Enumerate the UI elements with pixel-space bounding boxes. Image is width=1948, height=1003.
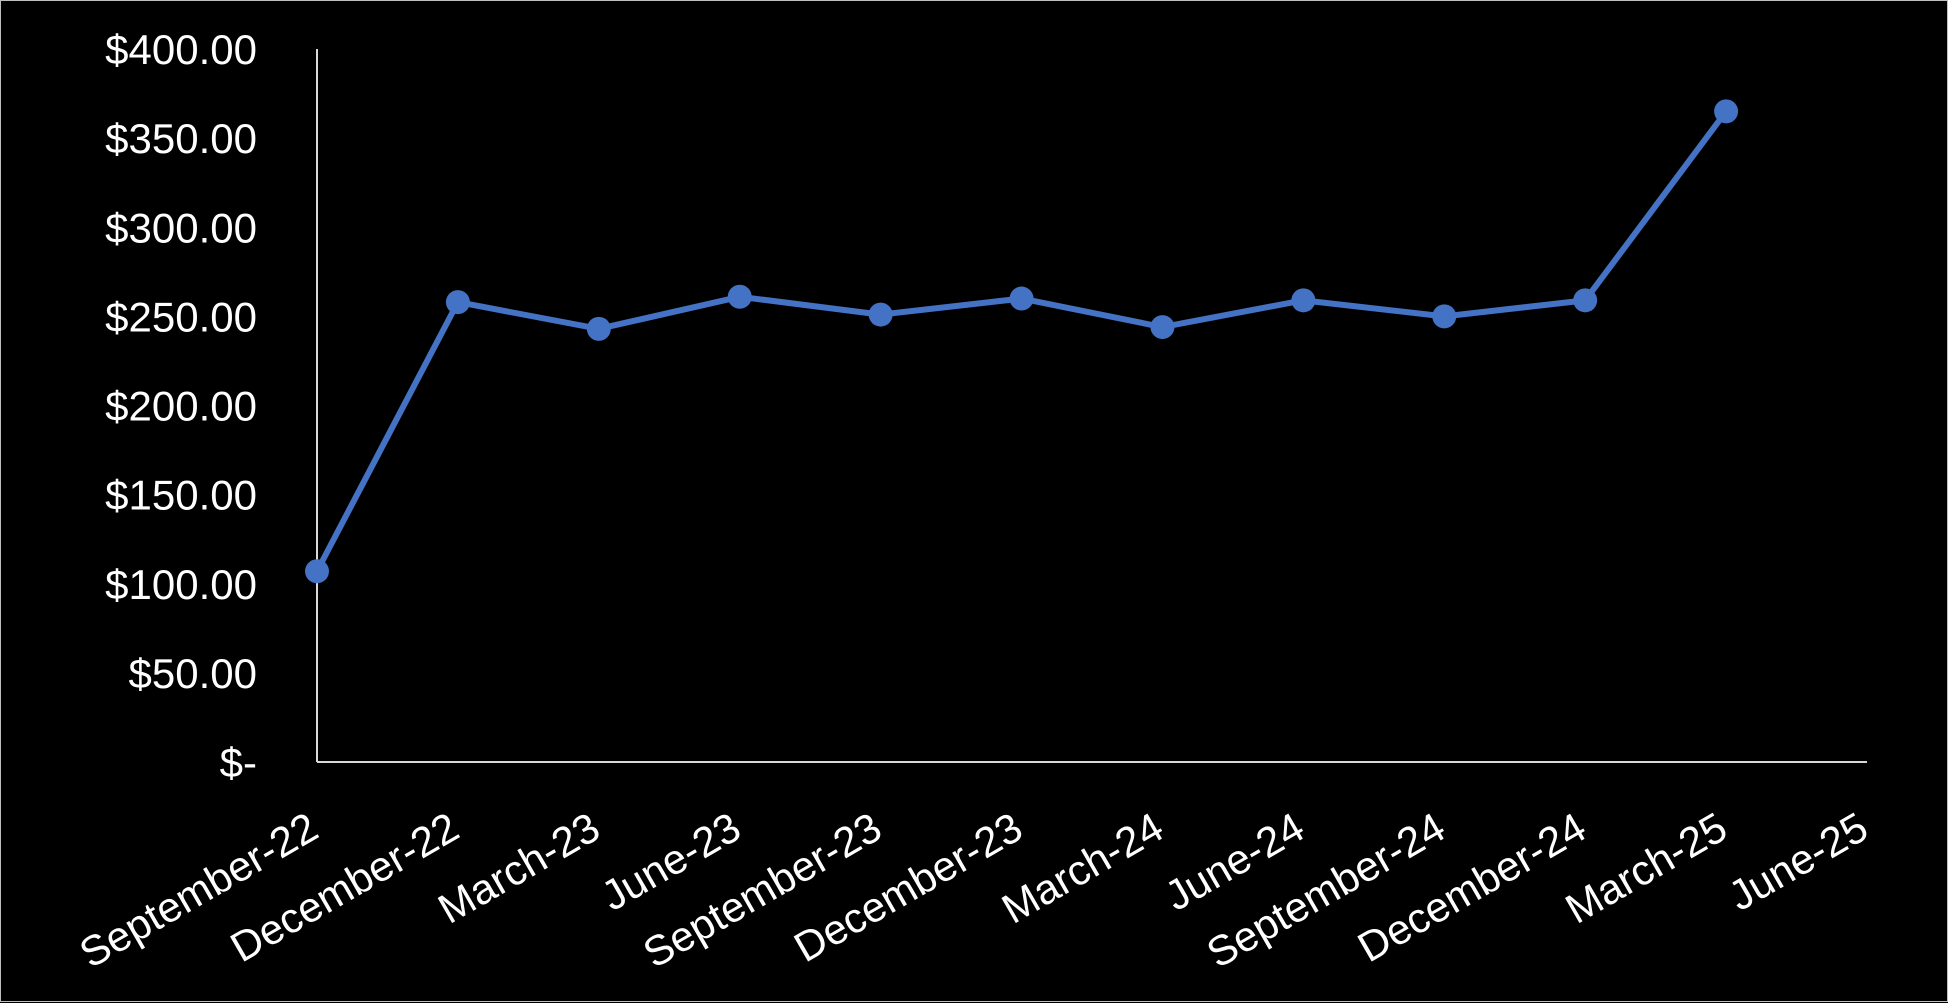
series-line: [314, 109, 1729, 573]
x-tick-label: September-23: [635, 803, 889, 977]
x-tick-label: March-24: [994, 803, 1171, 932]
y-tick-label: $400.00: [105, 26, 257, 73]
y-tick-label: $200.00: [105, 383, 257, 430]
y-tick-label: $350.00: [105, 115, 257, 162]
y-tick-label: $-: [220, 739, 257, 786]
y-axis-ticks: $- $50.00 $100.00 $150.00 $200.00 $250.00 $300…: [105, 26, 257, 786]
data-point: [1714, 99, 1739, 124]
x-tick-label: September-24: [1199, 803, 1453, 977]
series-group: [305, 99, 1739, 584]
y-tick-label: $50.00: [129, 650, 257, 697]
data-point: [868, 302, 893, 327]
y-tick-label: $150.00: [105, 472, 257, 519]
data-point: [1009, 286, 1034, 311]
axes: [316, 49, 1867, 763]
data-point: [305, 559, 329, 584]
data-point: [727, 284, 752, 309]
x-tick-label: March-25: [1557, 803, 1734, 932]
data-point: [586, 316, 611, 341]
x-axis-ticks: September-22December-22March-23June-23Se…: [72, 803, 1876, 977]
x-tick-label: September-22: [72, 803, 326, 977]
x-tick-label: March-23: [430, 803, 607, 932]
data-point: [1291, 288, 1316, 313]
data-point: [445, 290, 470, 315]
x-tick-label: June-25: [1721, 803, 1876, 920]
y-tick-label: $300.00: [105, 204, 257, 251]
y-tick-label: $100.00: [105, 561, 257, 608]
data-point: [1432, 304, 1457, 329]
y-tick-label: $250.00: [105, 293, 257, 340]
data-point: [1150, 315, 1175, 340]
data-point: [1573, 288, 1598, 313]
